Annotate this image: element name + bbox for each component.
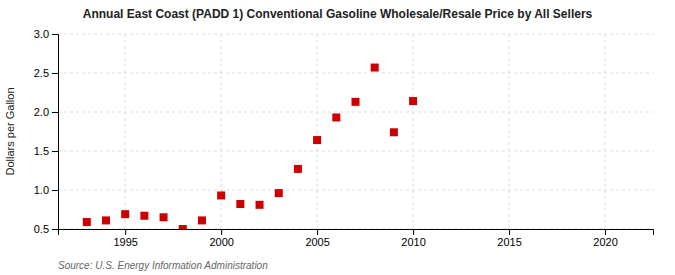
tick-label: 2020 xyxy=(593,236,617,248)
point xyxy=(236,200,244,208)
grid-line xyxy=(605,34,606,229)
tick-mark xyxy=(52,229,58,230)
grid-line xyxy=(509,34,510,229)
tick: 2020 xyxy=(593,229,617,248)
grid-line xyxy=(58,112,653,113)
tick-mark xyxy=(317,229,318,235)
point xyxy=(83,218,91,226)
tick-label: 0.5 xyxy=(34,223,49,235)
grid-line xyxy=(58,73,653,74)
point xyxy=(409,97,417,105)
tick: 1.5 xyxy=(34,145,58,157)
grid xyxy=(58,34,653,229)
tick-label: 3.0 xyxy=(34,28,49,40)
plot: 1995 2000 2005 2010 2015 2020 0.5 1.0 1.5 2.0 2.5 3… xyxy=(34,28,654,248)
grid-line xyxy=(125,34,126,229)
grid-line xyxy=(221,34,222,229)
tick-mark xyxy=(52,112,58,113)
point xyxy=(217,191,225,199)
point xyxy=(313,136,321,144)
tick-label: 2.0 xyxy=(34,106,49,118)
point xyxy=(102,216,110,224)
tick-mark xyxy=(221,229,222,235)
tick-label: 2010 xyxy=(401,236,425,248)
tick: 2015 xyxy=(497,229,521,248)
grid-line xyxy=(58,190,653,191)
point xyxy=(121,210,129,218)
title: Annual East Coast (PADD 1) Conventional … xyxy=(83,7,593,21)
tick-label: 2000 xyxy=(209,236,233,248)
chart: 1995 2000 2005 2010 2015 2020 0.5 1.0 1.5 2.0 2.5 3… xyxy=(0,0,675,275)
annotation: Source: U.S. Energy Information Administ… xyxy=(58,260,268,271)
y-axis-title: Dollars per Gallon xyxy=(4,87,16,175)
tick-label: 2015 xyxy=(497,236,521,248)
tick-mark xyxy=(52,151,58,152)
tick-label: 1995 xyxy=(113,236,137,248)
tick: 2000 xyxy=(209,229,233,248)
tick: 0.5 xyxy=(34,223,58,235)
tick-mark xyxy=(125,229,126,235)
tick: 1995 xyxy=(113,229,137,248)
point xyxy=(140,212,148,220)
tick: 2.0 xyxy=(34,106,58,118)
point xyxy=(332,113,340,121)
y-axis: 0.5 1.0 1.5 2.0 2.5 3.0 xyxy=(34,28,59,235)
grid-line xyxy=(317,34,318,229)
point xyxy=(179,225,187,229)
tick-mark xyxy=(413,229,414,235)
point xyxy=(294,165,302,173)
tick-mark xyxy=(52,73,58,74)
grid-line xyxy=(413,34,414,229)
tick-label: 2005 xyxy=(305,236,329,248)
tick-mark xyxy=(52,34,58,35)
tick-mark xyxy=(605,229,606,235)
point xyxy=(160,213,168,221)
points xyxy=(83,64,417,229)
tick-label: 2.5 xyxy=(34,67,49,79)
tick-mark xyxy=(52,190,58,191)
tick: 1.0 xyxy=(34,184,58,196)
point xyxy=(198,216,206,224)
grid-line xyxy=(58,151,653,152)
point xyxy=(390,128,398,136)
x-axis: 1995 2000 2005 2010 2015 2020 xyxy=(59,229,654,248)
tick: 2.5 xyxy=(34,67,58,79)
axis-line xyxy=(52,35,59,230)
tick-label: 1.5 xyxy=(34,145,49,157)
point xyxy=(256,201,264,209)
grid-line xyxy=(58,34,653,35)
point xyxy=(275,189,283,197)
tick: 2010 xyxy=(401,229,425,248)
tick: 2005 xyxy=(305,229,329,248)
tick-mark xyxy=(509,229,510,235)
point xyxy=(371,64,379,72)
tick: 3.0 xyxy=(34,28,58,40)
tick-label: 1.0 xyxy=(34,184,49,196)
point xyxy=(352,98,360,106)
axis-line xyxy=(59,230,654,236)
